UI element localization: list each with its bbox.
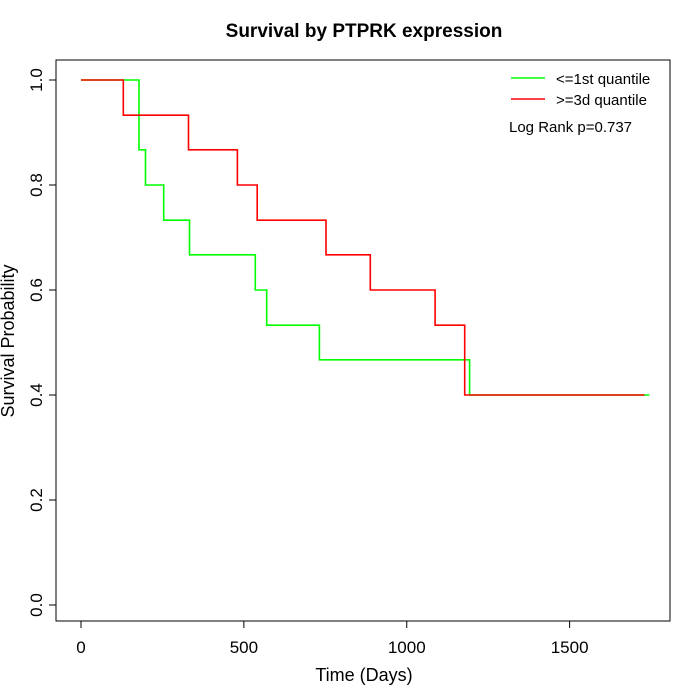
series-line-high-quantile — [81, 79, 645, 396]
y-tick-label: 0.2 — [27, 488, 46, 512]
y-tick-label: 0.0 — [27, 593, 46, 617]
x-tick-label: 1500 — [551, 638, 589, 657]
chart-title: Survival by PTPRK expression — [226, 21, 503, 42]
series-layer — [81, 79, 650, 396]
x-tick-label: 500 — [230, 638, 258, 657]
y-tick-label: 0.8 — [27, 173, 46, 197]
legend-label-low: <=1st quantile — [556, 71, 650, 88]
y-tick-label: 0.4 — [27, 383, 46, 407]
plot-frame — [55, 59, 671, 622]
x-axis-label: Time (Days) — [315, 665, 412, 685]
y-axis: 0.0 0.2 0.4 0.6 0.8 1.0 — [27, 68, 57, 617]
series-line-low-quantile — [81, 79, 650, 396]
legend: <=1st quantile >=3d quantile — [511, 71, 650, 109]
x-tick-label: 0 — [76, 638, 85, 657]
log-rank-annotation: Log Rank p=0.737 — [509, 119, 632, 136]
y-tick-label: 1.0 — [27, 68, 46, 92]
legend-label-high: >=3d quantile — [556, 92, 647, 109]
x-tick-label: 1000 — [388, 638, 426, 657]
y-tick-label: 0.6 — [27, 278, 46, 302]
x-axis: 0 500 1000 1500 — [76, 620, 589, 657]
y-axis-label: Survival Probability — [0, 264, 18, 417]
